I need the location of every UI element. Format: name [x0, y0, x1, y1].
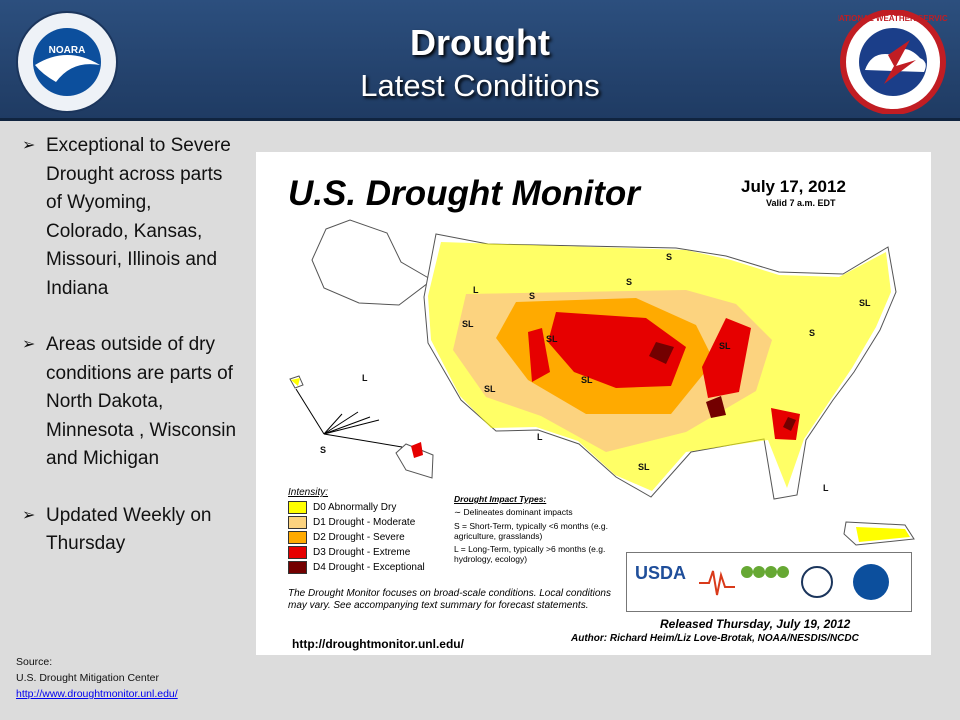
- legend-swatch: [288, 561, 307, 574]
- legend-item: D2 Drought - Severe: [288, 530, 425, 545]
- bullet-item: ➢ Updated Weekly on Thursday: [22, 502, 237, 559]
- bullet-item: ➢ Exceptional to Severe Drought across pa…: [22, 132, 237, 303]
- legend-swatch: [288, 516, 307, 529]
- arrow-icon: ➢: [22, 336, 36, 353]
- intensity-legend: Intensity: D0 Abnormally Dry D1 Drought …: [288, 487, 425, 575]
- us-map: SL SL SL SL SL SL S S S L L L S SL L S: [289, 219, 915, 546]
- legend-item: D0 Abnormally Dry: [288, 500, 425, 515]
- map-label: S: [666, 252, 672, 262]
- noaa-logo: NOARA: [16, 11, 118, 113]
- legend-item: D4 Drought - Exceptional: [288, 560, 425, 575]
- disclaimer-text: The Drought Monitor focuses on broad-sca…: [288, 588, 611, 611]
- monitor-date: July 17, 2012: [741, 177, 846, 196]
- slide-subtitle: Latest Conditions: [360, 68, 600, 103]
- impact-line: L = Long-Term, typically >6 months (e.g.…: [454, 544, 606, 564]
- map-label: SL: [462, 319, 474, 329]
- map-label: L: [537, 432, 543, 442]
- arrow-icon: ➢: [22, 506, 36, 524]
- legend-item: D1 Drought - Moderate: [288, 515, 425, 530]
- svg-text:NOARA: NOARA: [49, 45, 86, 56]
- map-label: S: [626, 277, 632, 287]
- map-label: SL: [546, 334, 558, 344]
- map-label: SL: [484, 384, 496, 394]
- header-banner: Drought Latest Conditions NOARA NATIONAL…: [0, 0, 960, 121]
- intensity-label: Intensity:: [288, 487, 329, 498]
- map-label: S: [320, 445, 326, 455]
- map-label: SL: [719, 341, 731, 351]
- source-label: Source:: [16, 656, 53, 668]
- impact-line: ∼ Delineates dominant impacts: [454, 507, 573, 517]
- map-label: SL: [859, 298, 871, 308]
- agency-logos: USDA: [626, 552, 912, 612]
- hawaii-map: [395, 443, 434, 479]
- monitor-title: U.S. Drought Monitor: [288, 174, 640, 213]
- alaska-map: [311, 219, 433, 306]
- map-label: L: [823, 483, 829, 493]
- mitigation-logo-icon: [699, 570, 735, 596]
- arrow-icon: ➢: [22, 137, 36, 154]
- released-date: Released Thursday, July 19, 2012: [660, 617, 851, 631]
- commerce-seal-icon: [801, 566, 833, 598]
- monitor-url: http://droughtmonitor.unl.edu/: [292, 637, 464, 651]
- map-label: S: [809, 328, 815, 338]
- map-label: S: [529, 291, 535, 301]
- legend-swatch: [288, 501, 307, 514]
- nws-logo: NATIONAL WEATHER SERVICE: [838, 10, 948, 114]
- impact-legend: Drought Impact Types: ∼ Delineates domin…: [454, 494, 619, 567]
- impact-line: S = Short-Term, typically <6 months (e.g…: [454, 521, 609, 541]
- map-label: SL: [581, 375, 593, 385]
- trees-icon: [741, 566, 789, 578]
- svg-text:NATIONAL WEATHER SERVICE: NATIONAL WEATHER SERVICE: [838, 14, 948, 23]
- source-org: U.S. Drought Mitigation Center: [16, 672, 159, 684]
- legend-swatch: [288, 546, 307, 559]
- map-label: L: [473, 285, 479, 295]
- agency-icons: [699, 564, 889, 600]
- source-block: Source: U.S. Drought Mitigation Center h…: [16, 654, 178, 702]
- map-label: SL: [638, 462, 650, 472]
- drought-monitor-map: U.S. Drought Monitor July 17, 2012 Valid…: [256, 152, 931, 655]
- monitor-valid: Valid 7 a.m. EDT: [766, 198, 836, 208]
- legend-swatch: [288, 531, 307, 544]
- noaa-seal-icon: [853, 564, 889, 600]
- boundary-icon: ∼: [454, 507, 464, 517]
- legend-item: D3 Drought - Extreme: [288, 545, 425, 560]
- bullet-list: ➢ Exceptional to Severe Drought across pa…: [22, 132, 237, 587]
- usda-logo: USDA: [635, 563, 687, 583]
- source-link[interactable]: http://www.droughtmonitor.unl.edu/: [16, 688, 178, 700]
- author-line: Author: Richard Heim/Liz Love-Brotak, NO…: [571, 633, 859, 644]
- slide-title: Drought: [410, 22, 550, 63]
- map-label: L: [362, 373, 368, 383]
- impact-label: Drought Impact Types:: [454, 494, 547, 504]
- bullet-item: ➢ Areas outside of dry conditions are par…: [22, 331, 237, 474]
